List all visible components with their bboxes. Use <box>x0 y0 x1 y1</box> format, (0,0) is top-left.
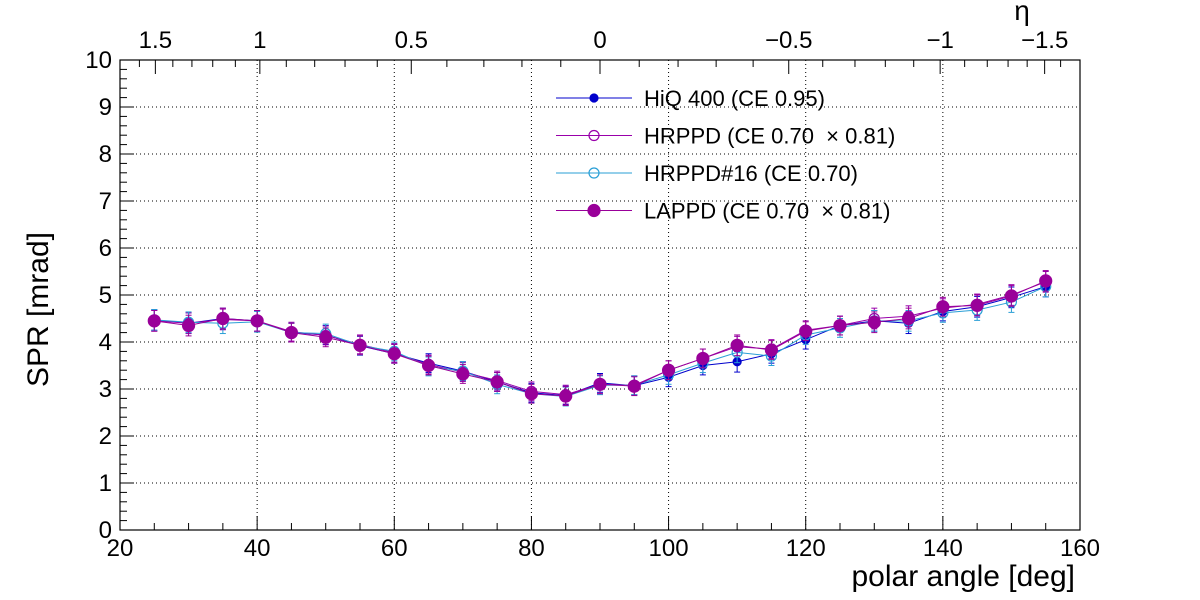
x-tick-label: 120 <box>786 535 826 562</box>
data-point <box>1004 289 1019 303</box>
x-tick-label: 60 <box>381 535 408 562</box>
y-tick-label: 9 <box>99 94 112 121</box>
eta-tick-label: 1.5 <box>139 27 172 54</box>
data-point <box>559 389 573 403</box>
data-point <box>696 351 710 366</box>
data-point <box>387 347 401 361</box>
x-tick-label: 20 <box>107 535 134 562</box>
data-point <box>181 318 196 333</box>
y-axis-label: SPR [mrad] <box>22 232 55 387</box>
y-tick-label: 10 <box>85 47 112 74</box>
data-point <box>147 314 161 328</box>
y-tick-label: 4 <box>99 329 112 356</box>
data-point <box>970 298 984 312</box>
data-point <box>799 324 813 338</box>
eta-tick-label: −0.5 <box>765 27 812 54</box>
data-point <box>250 314 264 328</box>
x-axis-label: polar angle [deg] <box>851 560 1075 593</box>
legend-entry-2: HRPPD (CE 0.70 × 0.81) <box>556 124 895 149</box>
data-point <box>456 367 470 381</box>
legend-label: LAPPD (CE 0.70 × 0.81) <box>644 199 890 224</box>
y-tick-label: 5 <box>99 282 112 309</box>
legend-entry-4: LAPPD (CE 0.70 × 0.81) <box>556 199 890 224</box>
x-tick-label: 40 <box>244 535 271 562</box>
x-tick-label: 160 <box>1060 535 1100 562</box>
data-point <box>421 358 436 373</box>
data-point <box>1039 274 1053 288</box>
data-point <box>524 387 539 401</box>
data-point <box>627 379 641 393</box>
data-point <box>730 338 744 352</box>
legend-label: HRPPD#16 (CE 0.70) <box>644 161 858 186</box>
y-tick-label: 0 <box>99 517 112 544</box>
legend: HiQ 400 (CE 0.95) HRPPD (CE 0.70 × 0.81) H… <box>556 86 895 224</box>
legend-label: HiQ 400 (CE 0.95) <box>644 86 825 111</box>
y-tick-label: 7 <box>99 188 112 215</box>
eta-tick-label: 0.5 <box>395 27 428 54</box>
eta-tick-label: −1.5 <box>1021 27 1068 54</box>
data-series <box>147 270 1053 407</box>
x-tick-label: 140 <box>923 535 963 562</box>
legend-marker <box>587 203 601 218</box>
data-point <box>319 330 333 344</box>
x-tick-label: 80 <box>518 535 545 562</box>
data-point <box>284 326 299 340</box>
y-tick-label: 8 <box>99 141 112 168</box>
y-tick-label: 3 <box>99 376 112 403</box>
eta-tick-label: 0 <box>593 27 606 54</box>
series-4 <box>147 270 1053 406</box>
top-axis-label: η <box>1014 0 1030 26</box>
legend-marker <box>588 129 600 142</box>
eta-tick-label: 1 <box>253 27 266 54</box>
y-tick-label: 1 <box>99 470 112 497</box>
legend-entry-3: HRPPD#16 (CE 0.70) <box>556 161 858 186</box>
legend-marker <box>589 93 599 103</box>
y-tick-label: 2 <box>99 423 112 450</box>
legend-marker <box>588 167 600 179</box>
data-point <box>593 377 607 391</box>
data-point <box>216 311 230 326</box>
data-point <box>490 375 504 389</box>
data-point <box>833 318 847 333</box>
axes: 20 40 60 80 100 120 140 160 0 1 2 3 4 5 6 7 8 9 10 1.5 1 0.5 0… <box>85 27 1100 562</box>
data-point <box>764 343 779 357</box>
x-tick-label: 100 <box>649 535 689 562</box>
grid-lines <box>120 60 1080 530</box>
legend-entry-1: HiQ 400 (CE 0.95) <box>556 86 825 111</box>
data-point <box>901 311 916 326</box>
y-tick-label: 6 <box>99 235 112 262</box>
data-point <box>353 338 367 352</box>
data-point <box>661 363 676 377</box>
data-point <box>867 315 881 329</box>
data-point <box>936 300 950 314</box>
legend-label: HRPPD (CE 0.70 × 0.81) <box>644 124 895 149</box>
eta-tick-label: −1 <box>926 27 953 54</box>
